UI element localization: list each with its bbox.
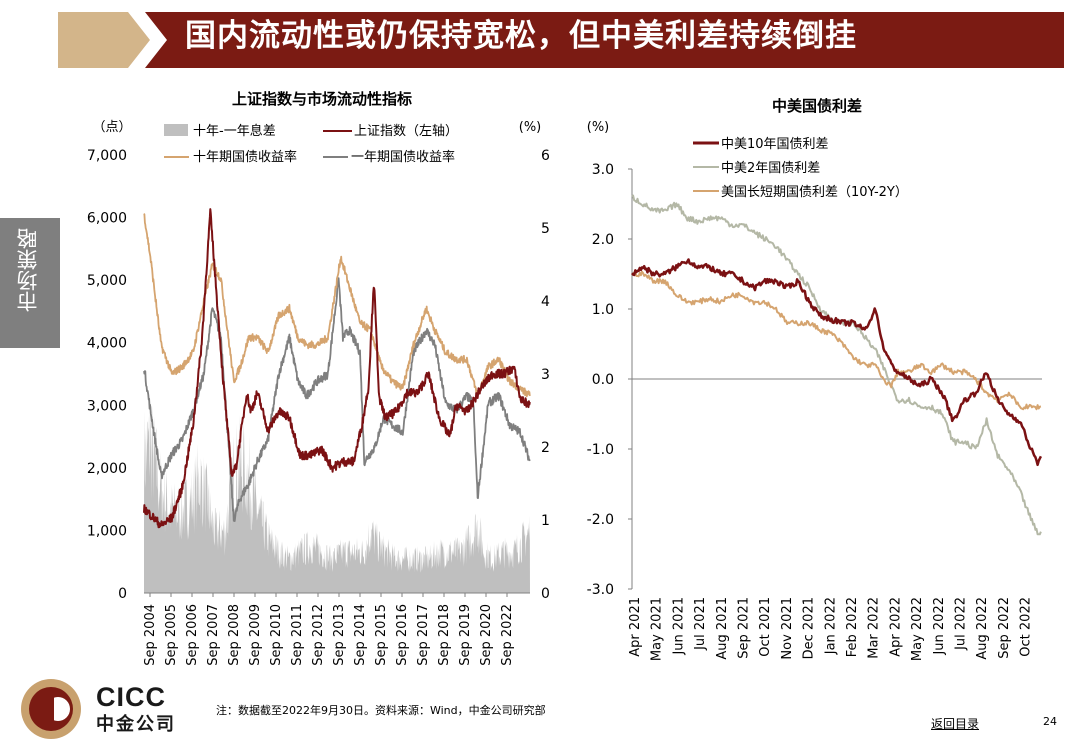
chart2-x-tick-label: May 2021 [650,597,665,661]
chart2-x-tick-label: Aug 2021 [715,597,730,660]
chart1-title: 上证指数与市场流动性指标 [232,90,412,108]
chart1-x-tick-label: Sep 2007 [206,604,221,666]
chart1-right-tick: 5 [541,221,550,237]
chart1-x-tick-label: Sep 2006 [185,604,200,666]
chart2-y-tick-label: 3.0 [592,162,614,178]
footnote: 注：数据截至2022年9月30日。资料来源：Wind，中金公司研究部 [216,704,546,717]
chart2-series-10y-spread [631,258,1043,467]
chart2-x-tick-label: Sep 2022 [997,597,1012,659]
chart2-x-tick-label: Feb 2022 [845,597,860,657]
chart1-x-tick-label: Sep 2009 [248,604,263,666]
chart2-x-tick-label: May 2022 [910,597,925,661]
chart1-left-tick: 1,000 [87,523,127,539]
chart1-x-tick-label: Sep 2011 [290,604,305,666]
chart2-x-tick-label: Jun 2021 [671,597,686,656]
chart1-right-tick: 3 [541,367,550,383]
chart2-legend-2y-label: 中美2年国债利差 [721,161,820,176]
cicc-logo-icon [21,679,81,739]
chart2-legend-10y-label: 中美10年国债利差 [721,137,829,152]
chart1-right-tick: 1 [541,513,550,529]
chart1-x-tick-label: Sep 2012 [311,604,326,666]
chart1-right-tick: 0 [541,586,550,602]
chart1-x-tick-label: Sep 2022 [500,604,515,666]
chart2-y-tick-label: 0.0 [592,372,614,388]
chart2-x-tick-label: Oct 2022 [1019,597,1034,657]
chart1-legend-10y-label: 十年期国债收益率 [193,149,297,165]
chart1-x-tick-label: Sep 2008 [227,604,242,666]
chart1-x-tick-label: Sep 2013 [332,604,347,666]
chart1-legend-1y-label: 一年期国债收益率 [351,149,455,165]
chart2-series-us-term-spread [631,270,1042,411]
chart2-y-tick-label: -3.0 [587,582,614,598]
banner-bar-shape [145,12,1064,68]
chart1-x-tick-label: Sep 2015 [374,604,389,666]
chart1-left-tick: 7,000 [87,148,127,164]
chart1-x-tick-label: Sep 2014 [353,604,368,666]
chart2-x-tick-label: Jul 2021 [693,597,708,651]
chart1-series-spread-area [144,406,530,593]
chart2-x-tick-label: Nov 2021 [780,597,795,660]
chart1-right-tick: 2 [541,440,550,456]
page-title: 国内流动性或仍保持宽松，但中美利差持续倒挂 [185,18,857,54]
chart1-legend-spread-swatch [164,124,188,136]
chart2-x-tick-label: Aug 2022 [975,597,990,660]
chart1-legend-spread-label: 十年-一年息差 [193,123,276,139]
chart1-x-tick-label: Sep 2004 [143,604,158,666]
chart1-left-tick: 0 [118,586,127,602]
chart1-x-tick-label: Sep 2020 [479,604,494,666]
chart2-y-tick-label: -1.0 [587,442,614,458]
title-banner [58,12,1064,68]
chart2-legend-us-label: 美国长短期国债利差（10Y-2Y） [721,185,908,200]
chart2-x-tick-label: Oct 2021 [758,597,773,657]
chart2-x-tick-label: Sep 2021 [737,597,752,659]
chart1-left-tick: 5,000 [87,273,127,289]
chart1-left-tick: 3,000 [87,398,127,414]
chart2-x-tick-label: Mar 2022 [867,597,882,659]
chart1-x-tick-label: Sep 2017 [416,604,431,666]
chart1-series-1y-yield [143,277,531,522]
chart1-right-unit: (%) [519,120,542,135]
chart2-series-2y-spread [631,194,1042,536]
chart2-x-tick-label: Dec 2021 [802,597,817,659]
chart1-left-tick: 6,000 [87,211,127,227]
chart2-x-tick-label: Apr 2021 [628,597,643,657]
logo-text: CICC [96,682,166,712]
chart2-y-tick-label: 2.0 [592,232,614,248]
logo-cn-text: 中金公司 [96,714,176,735]
chart2-unit: (%) [587,120,610,135]
chart1-left-unit: （点） [92,120,131,135]
chart2-y-tick-label: -2.0 [587,512,614,528]
page-number: 24 [1043,715,1057,728]
banner-chevron-shape [58,12,150,68]
chart1-right-tick: 4 [541,294,550,310]
chart2-x-tick-label: Jul 2022 [954,597,969,651]
chart1-x-tick-label: Sep 2018 [437,604,452,666]
chart1-legend-index-label: 上证指数（左轴） [354,124,458,139]
chart2-x-tick-label: Apr 2022 [888,597,903,657]
chart2-y-tick-label: 1.0 [592,302,614,318]
side-tab[interactable] [0,218,60,348]
chart1-x-tick-label: Sep 2016 [395,604,410,666]
chart1-right-tick: 6 [541,148,550,164]
chart1-x-tick-label: Sep 2019 [458,604,473,666]
chart1-left-tick: 4,000 [87,336,127,352]
chart2-title: 中美国债利差 [772,97,862,115]
charts-canvas: 上证指数与市场流动性指标 （点） (%) 0 1,000 2,000 3,000 4,000 5… [87,90,1043,666]
chart2-x-tick-label: Jun 2022 [932,597,947,656]
back-to-contents-link[interactable]: 返回目录 [931,717,980,731]
chart1-left-tick: 2,000 [87,461,127,477]
chart1-series-shanghai-index [143,208,531,529]
chart1-series-10y-yield [143,213,531,398]
chart2-x-tick-label: Jan 2022 [823,597,838,655]
chart1-x-tick-label: Sep 2005 [164,604,179,666]
chart1-x-tick-label: Sep 2010 [269,604,284,666]
